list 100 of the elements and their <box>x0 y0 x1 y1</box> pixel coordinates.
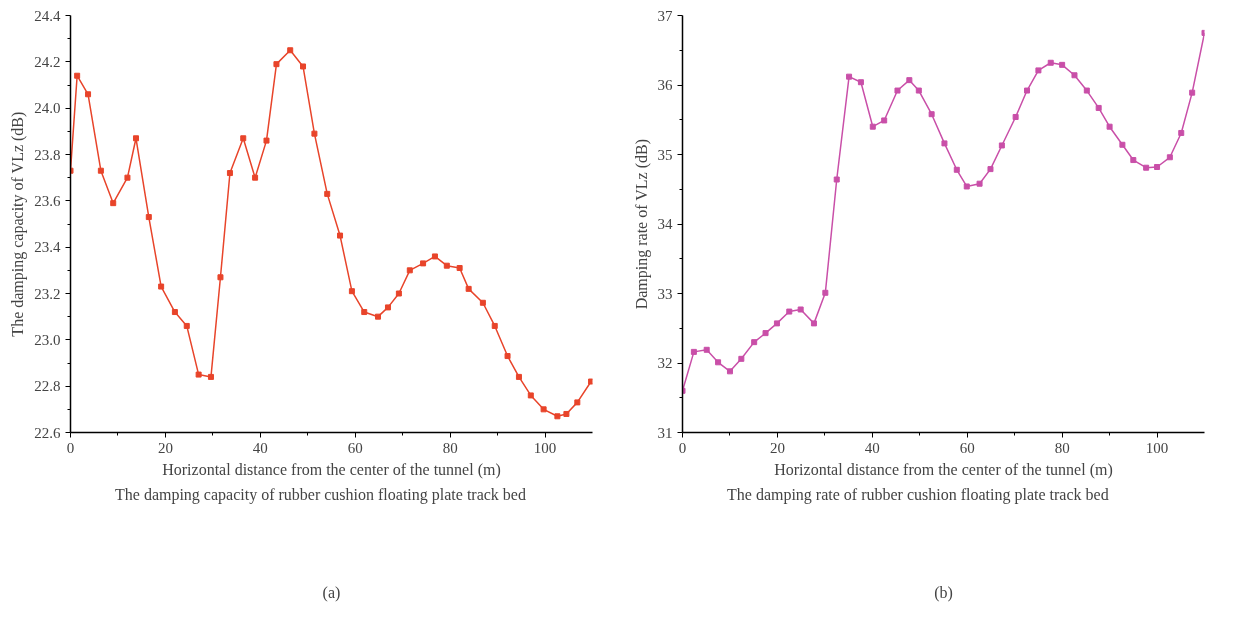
y-tick-label: 34 <box>657 216 673 232</box>
y-tick-label: 23.2 <box>34 285 61 302</box>
x-axis-title: Horizontal distance from the center of the tunnel (m) <box>774 460 1113 479</box>
x-tick-label: 40 <box>252 439 268 456</box>
y-tick-label: 22.8 <box>34 378 61 395</box>
point <box>515 373 522 380</box>
point <box>1024 87 1031 94</box>
point <box>527 392 534 399</box>
point <box>726 368 733 375</box>
point <box>207 373 214 380</box>
point <box>1178 129 1185 136</box>
point <box>941 140 948 147</box>
point <box>158 283 165 290</box>
y-tick-label: 37 <box>657 7 673 24</box>
point <box>443 262 450 269</box>
y-tick-label: 23.0 <box>34 331 61 348</box>
point <box>504 353 511 360</box>
y-tick-label: 23.4 <box>34 239 61 256</box>
x-tick-label: 0 <box>678 439 687 456</box>
point <box>171 309 178 316</box>
x-tick-label: 0 <box>66 439 75 456</box>
point <box>491 322 498 329</box>
point <box>554 413 561 420</box>
point <box>479 299 486 306</box>
point <box>1143 164 1150 171</box>
point <box>240 135 247 142</box>
point <box>384 304 391 311</box>
point <box>963 183 970 190</box>
x-tick-label: 20 <box>769 439 785 456</box>
point <box>797 306 804 313</box>
y-tick-label: 22.6 <box>34 424 61 441</box>
point <box>563 410 570 417</box>
point <box>74 72 81 79</box>
point <box>287 47 294 54</box>
point <box>132 135 139 142</box>
point <box>1083 87 1090 94</box>
point <box>869 123 876 130</box>
point <box>465 285 472 292</box>
point <box>311 130 318 137</box>
point <box>420 260 427 267</box>
point <box>300 63 307 70</box>
point <box>1189 89 1196 96</box>
text: (a) <box>322 583 341 602</box>
point <box>337 232 344 239</box>
x-tick-label: 100 <box>1145 439 1169 456</box>
point <box>1119 141 1126 148</box>
x-tick-label: 60 <box>959 439 975 456</box>
point <box>810 320 817 327</box>
y-axis-title: The damping capacity of VLz (dB) <box>9 111 28 337</box>
text: The damping capacity of rubber cushion floating plate track bed <box>115 486 526 504</box>
point <box>273 61 280 68</box>
point <box>1059 61 1066 68</box>
point <box>324 190 331 197</box>
point <box>738 355 745 362</box>
point <box>195 371 202 378</box>
x-tick-label: 20 <box>157 439 173 456</box>
x-tick-label: 60 <box>347 439 363 456</box>
y-tick-label: 33 <box>657 285 673 302</box>
point <box>773 320 780 327</box>
y-tick-label: 23.6 <box>34 192 61 209</box>
point <box>857 79 864 86</box>
point <box>348 288 355 295</box>
point <box>1012 113 1019 120</box>
point <box>690 348 697 355</box>
text: (b) <box>934 583 953 602</box>
y-tick-label: 35 <box>657 146 673 163</box>
point <box>145 214 152 221</box>
y-tick-label: 24.2 <box>34 53 61 70</box>
point <box>406 267 413 274</box>
point <box>894 87 901 94</box>
point <box>1035 67 1042 74</box>
point <box>928 111 935 118</box>
point <box>1166 154 1173 161</box>
point <box>540 406 547 413</box>
x-tick-label: 80 <box>1054 439 1070 456</box>
point <box>395 290 402 297</box>
point <box>906 77 913 84</box>
point <box>124 174 131 181</box>
point <box>97 167 104 174</box>
point <box>1047 59 1054 66</box>
point <box>1106 123 1113 130</box>
point <box>1130 157 1137 164</box>
point <box>1071 72 1078 79</box>
y-tick-label: 36 <box>657 77 673 93</box>
point <box>226 170 233 177</box>
point <box>998 142 1005 149</box>
y-axis-title: Damping rate of VLz (dB) <box>632 138 651 310</box>
point <box>375 313 382 320</box>
y-tick-label: 24.4 <box>34 7 61 24</box>
point <box>915 87 922 94</box>
x-axis-title: Horizontal distance from the center of the tunnel (m) <box>162 460 501 479</box>
point <box>456 265 463 272</box>
point <box>846 73 853 80</box>
point <box>361 309 368 316</box>
point <box>822 289 829 296</box>
x-tick-label: 80 <box>442 439 458 456</box>
point <box>263 137 270 144</box>
point <box>574 399 581 406</box>
point <box>703 346 710 353</box>
point <box>881 117 888 124</box>
